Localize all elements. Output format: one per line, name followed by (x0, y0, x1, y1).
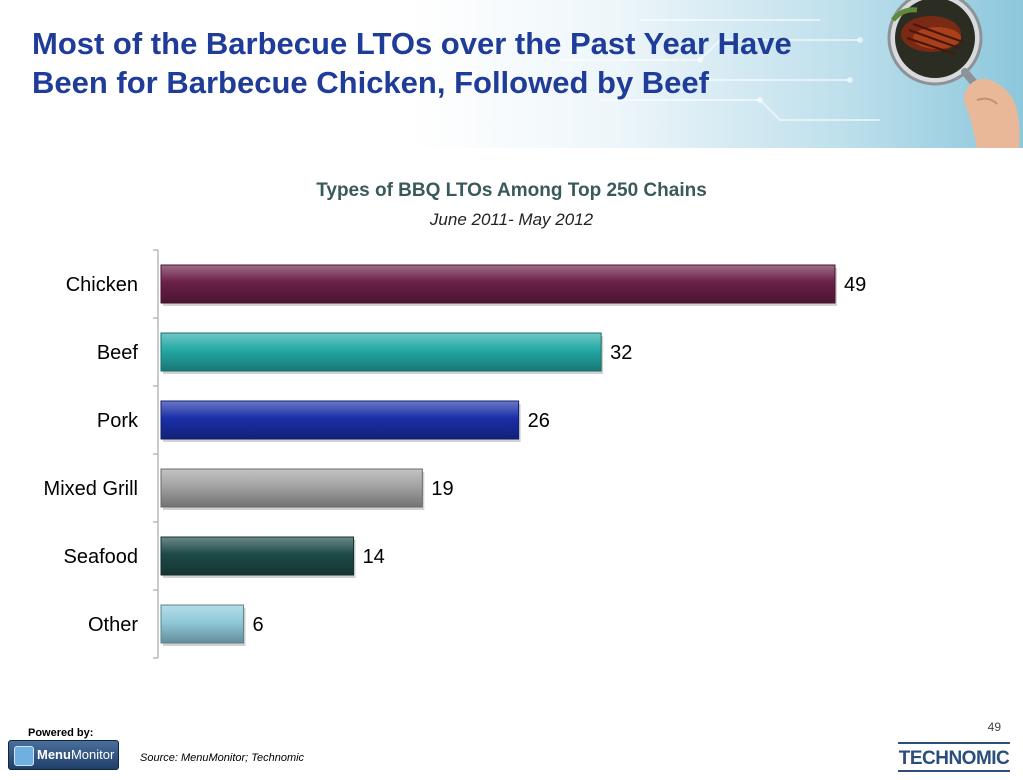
menumonitor-logo: MenuMonitor (8, 740, 119, 770)
bar-chicken (160, 264, 836, 304)
menumonitor-logo-bold: Menu (37, 747, 71, 762)
powered-by-label: Powered by: (28, 727, 94, 739)
menumonitor-logo-regular: Monitor (70, 747, 115, 762)
bar-beef (160, 332, 602, 372)
category-label: Chicken (66, 274, 138, 296)
data-label: 32 (610, 342, 632, 364)
bar-seafood (160, 536, 355, 576)
menumonitor-logo-text: MenuMonitor (37, 747, 114, 762)
source-note: Source: MenuMonitor; Technomic (140, 752, 305, 764)
data-label: 6 (253, 614, 264, 636)
category-label: Other (88, 614, 138, 636)
data-label: 14 (363, 546, 385, 568)
bbq-ribs-magnifier-illustration (887, 0, 1020, 148)
data-label: 26 (528, 410, 550, 432)
menumonitor-icon (14, 746, 34, 766)
technomic-logo: TECHNOMIC (898, 742, 1010, 772)
page-number: 49 (987, 720, 1001, 734)
data-label: 49 (844, 274, 866, 296)
category-label: Seafood (63, 546, 138, 568)
bar-pork (160, 400, 520, 440)
category-label: Pork (97, 410, 139, 432)
bar-mixed-grill (160, 468, 423, 508)
chart-title: Types of BBQ LTOs Among Top 250 Chains (316, 180, 707, 201)
bar-other (160, 604, 245, 644)
page-title: Most of the Barbecue LTOs over the Past … (32, 26, 792, 100)
category-label: Beef (97, 342, 139, 364)
chart-subtitle: June 2011- May 2012 (429, 210, 594, 229)
technomic-logo-underline (898, 770, 1010, 772)
circuit-pattern-decoration (560, 19, 880, 121)
technomic-logo-text: TECHNOMIC (898, 748, 1010, 769)
data-label: 19 (431, 478, 453, 500)
header-band: Most of the Barbecue LTOs over the Past … (0, 0, 1023, 148)
category-label: Mixed Grill (44, 478, 138, 500)
